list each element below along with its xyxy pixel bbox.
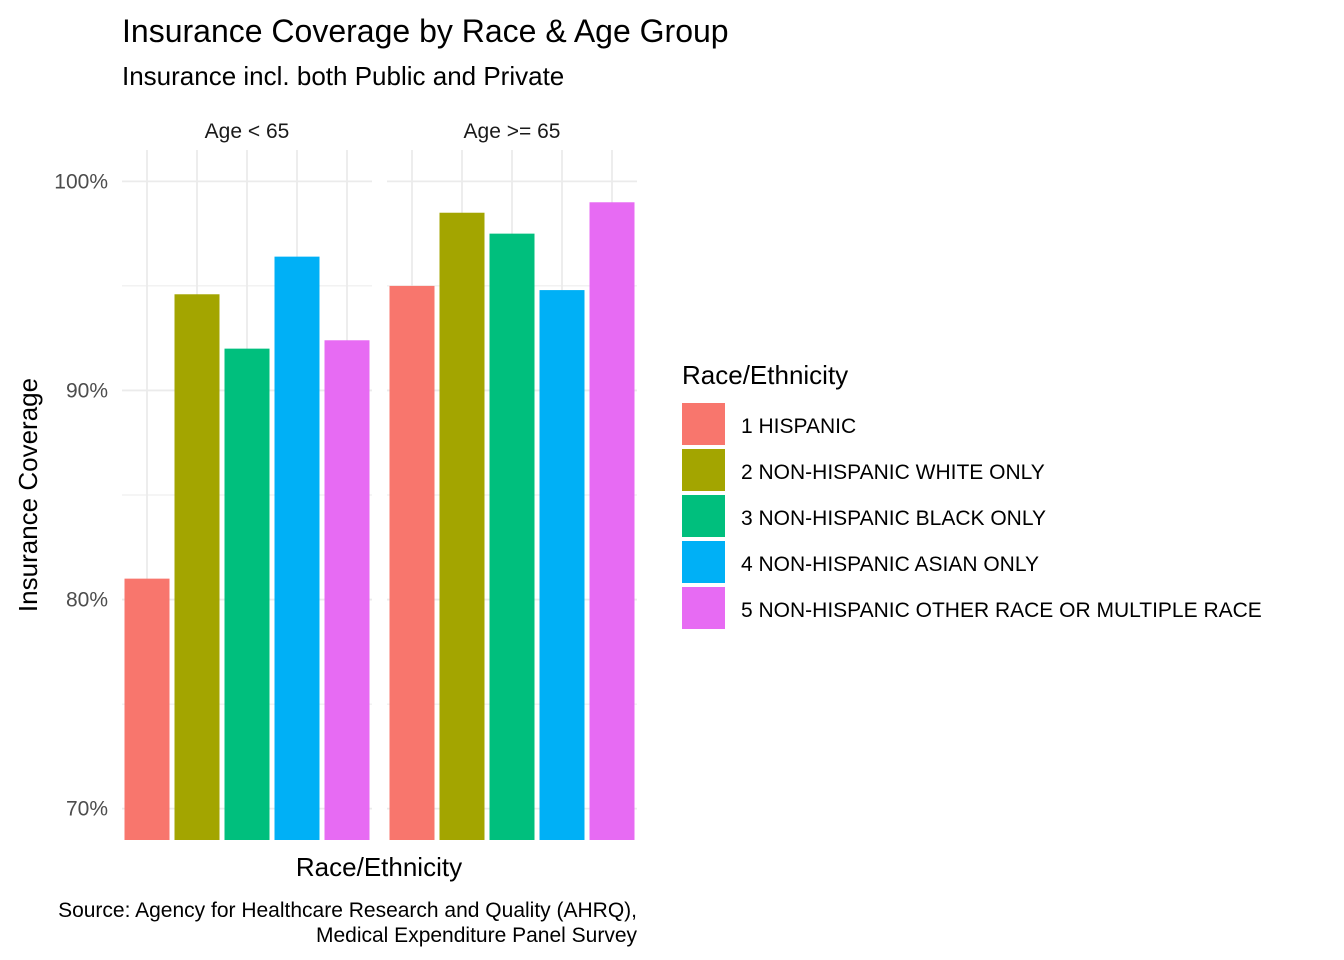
y-axis-label: Insurance Coverage bbox=[13, 378, 43, 612]
legend-swatch bbox=[682, 403, 725, 445]
chart-title: Insurance Coverage by Race & Age Group bbox=[122, 13, 729, 49]
bar bbox=[539, 290, 585, 840]
legend-item-label: 5 NON-HISPANIC OTHER RACE OR MULTIPLE RA… bbox=[741, 599, 1262, 622]
bar bbox=[174, 294, 220, 841]
legend-swatch bbox=[682, 541, 725, 583]
bar bbox=[274, 256, 320, 840]
bar bbox=[589, 202, 635, 841]
legend-swatch bbox=[682, 495, 725, 537]
y-tick-label: 80% bbox=[66, 589, 108, 612]
bar bbox=[324, 340, 370, 840]
caption-line-1: Source: Agency for Healthcare Research a… bbox=[58, 899, 637, 922]
facet-label: Age >= 65 bbox=[464, 120, 561, 143]
legend-title: Race/Ethnicity bbox=[682, 360, 848, 390]
facet-label: Age < 65 bbox=[205, 120, 290, 143]
chart-subtitle: Insurance incl. both Public and Private bbox=[122, 61, 564, 91]
facet-panels: Age < 65 Age >= 65 bbox=[122, 120, 637, 841]
legend-item-label: 1 HISPANIC bbox=[741, 415, 856, 438]
bar bbox=[489, 233, 535, 841]
y-tick-label: 100% bbox=[54, 170, 108, 193]
bar bbox=[124, 578, 170, 840]
y-tick-label: 90% bbox=[66, 379, 108, 402]
x-axis-label: Race/Ethnicity bbox=[296, 852, 462, 882]
y-axis: 70% 80% 90% 100% bbox=[54, 170, 108, 820]
bar bbox=[439, 212, 485, 840]
legend-item-label: 2 NON-HISPANIC WHITE ONLY bbox=[741, 461, 1045, 484]
legend-swatch bbox=[682, 587, 725, 629]
legend-swatch bbox=[682, 449, 725, 491]
y-tick-label: 70% bbox=[66, 798, 108, 821]
facet-panel: Age < 65 bbox=[122, 120, 372, 841]
facet-panel: Age >= 65 bbox=[387, 120, 637, 841]
caption-line-2: Medical Expenditure Panel Survey bbox=[316, 924, 638, 947]
bar bbox=[389, 285, 435, 841]
legend: Race/Ethnicity 1 HISPANIC 2 NON-HISPANIC … bbox=[682, 360, 1262, 629]
legend-item-label: 4 NON-HISPANIC ASIAN ONLY bbox=[741, 553, 1039, 576]
bar bbox=[224, 348, 270, 840]
legend-item-label: 3 NON-HISPANIC BLACK ONLY bbox=[741, 507, 1046, 530]
